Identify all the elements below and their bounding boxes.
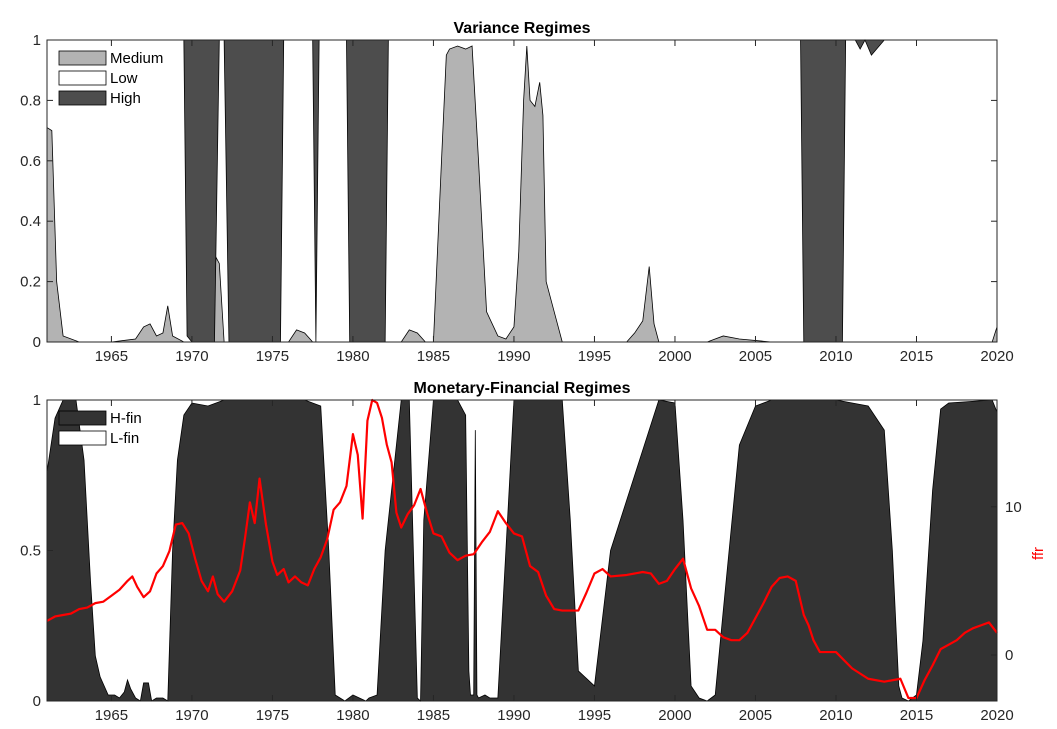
x-tick-label: 1985 xyxy=(417,348,450,365)
y-tick-label: 1 xyxy=(33,32,41,49)
x-tick-label: 2010 xyxy=(819,348,852,365)
legend-swatch xyxy=(58,50,107,66)
x-tick-label: 1990 xyxy=(497,707,530,724)
y-tick-label: 0.4 xyxy=(20,213,41,230)
y-tick-label: 0 xyxy=(33,334,41,351)
legend-label: L-fin xyxy=(110,430,139,447)
legend-label: Medium xyxy=(110,50,163,67)
x-tick-label: 1965 xyxy=(95,348,128,365)
x-tick-label: 1975 xyxy=(256,348,289,365)
x-tick-label: 2020 xyxy=(980,348,1013,365)
x-tick-label: 1970 xyxy=(175,348,208,365)
x-tick-label: 1985 xyxy=(417,707,450,724)
x-tick-label: 2005 xyxy=(739,707,772,724)
x-tick-label: 1970 xyxy=(175,707,208,724)
y-tick-label: 0.5 xyxy=(20,543,41,560)
legend-swatch xyxy=(58,430,107,446)
x-tick-label: 2015 xyxy=(900,348,933,365)
legend-swatch xyxy=(58,90,107,106)
legend-label: High xyxy=(110,90,141,107)
x-tick-label: 1990 xyxy=(497,348,530,365)
x-tick-label: 2010 xyxy=(819,707,852,724)
y-tick-label: 0.6 xyxy=(20,153,41,170)
y-tick-label: 0.2 xyxy=(20,274,41,291)
legend-label: H-fin xyxy=(110,410,142,427)
y2-tick-label: 10 xyxy=(1005,499,1022,516)
x-tick-label: 1980 xyxy=(336,707,369,724)
x-tick-label: 2000 xyxy=(658,348,691,365)
x-tick-label: 2015 xyxy=(900,707,933,724)
y-tick-label: 0 xyxy=(33,693,41,710)
y-tick-label: 1 xyxy=(33,392,41,409)
legend-label: Low xyxy=(110,70,138,87)
x-tick-label: 1980 xyxy=(336,348,369,365)
legend-swatch xyxy=(58,70,107,86)
x-tick-label: 2000 xyxy=(658,707,691,724)
y2-axis-label: ffr xyxy=(1030,547,1047,560)
x-tick-label: 2020 xyxy=(980,707,1013,724)
x-tick-label: 1975 xyxy=(256,707,289,724)
chart-title: Monetary-Financial Regimes xyxy=(414,380,631,397)
x-tick-label: 1995 xyxy=(578,348,611,365)
x-tick-label: 1995 xyxy=(578,707,611,724)
y2-tick-label: 0 xyxy=(1005,647,1013,664)
x-tick-label: 1965 xyxy=(95,707,128,724)
axes-box xyxy=(46,39,998,343)
variance-regimes-panel: 1965 1970 1975 1980 1985 1990 1995 2000 2005 2010… xyxy=(20,20,1014,365)
y-tick-label: 0.8 xyxy=(20,92,41,109)
line-ffr xyxy=(46,398,998,700)
x-tick-label: 2005 xyxy=(739,348,772,365)
legend-swatch xyxy=(58,410,107,426)
chart-title: Variance Regimes xyxy=(454,20,591,37)
area-h-fin xyxy=(46,399,998,702)
